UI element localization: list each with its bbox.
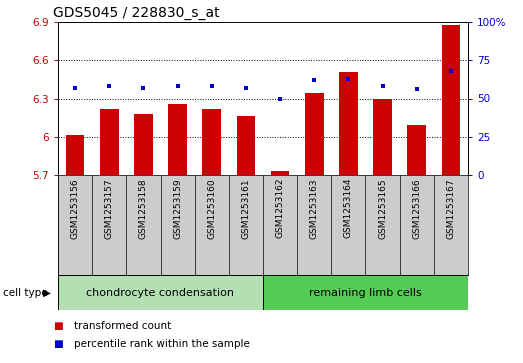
Bar [202, 109, 221, 175]
Bar [236, 117, 255, 175]
Bar [441, 25, 460, 175]
Text: GSM1253158: GSM1253158 [139, 178, 148, 238]
Text: transformed count: transformed count [74, 321, 171, 331]
Bar [373, 98, 392, 175]
Text: GSM1253157: GSM1253157 [105, 178, 113, 238]
Text: GDS5045 / 228830_s_at: GDS5045 / 228830_s_at [53, 6, 219, 20]
Text: GSM1253164: GSM1253164 [344, 178, 353, 238]
Bar [100, 109, 119, 175]
Text: GSM1253162: GSM1253162 [276, 178, 285, 238]
Text: ■: ■ [53, 339, 63, 350]
Text: ■: ■ [53, 321, 63, 331]
Text: GSM1253159: GSM1253159 [173, 178, 182, 238]
Bar [339, 72, 358, 175]
Bar [168, 103, 187, 175]
Text: ▶: ▶ [43, 287, 51, 298]
Text: chondrocyte condensation: chondrocyte condensation [86, 287, 234, 298]
Text: cell type: cell type [3, 287, 47, 298]
Bar [271, 171, 289, 175]
Text: remaining limb cells: remaining limb cells [309, 287, 422, 298]
Bar [58, 275, 263, 310]
Bar [66, 135, 85, 175]
Bar [134, 114, 153, 175]
Text: GSM1253161: GSM1253161 [242, 178, 251, 238]
Text: GSM1253156: GSM1253156 [71, 178, 79, 238]
Text: GSM1253160: GSM1253160 [207, 178, 216, 238]
Text: GSM1253167: GSM1253167 [447, 178, 456, 238]
Text: percentile rank within the sample: percentile rank within the sample [74, 339, 249, 350]
Bar [407, 125, 426, 175]
Text: GSM1253165: GSM1253165 [378, 178, 387, 238]
Bar [263, 275, 468, 310]
Text: GSM1253163: GSM1253163 [310, 178, 319, 238]
Bar [305, 93, 324, 175]
Text: GSM1253166: GSM1253166 [412, 178, 421, 238]
